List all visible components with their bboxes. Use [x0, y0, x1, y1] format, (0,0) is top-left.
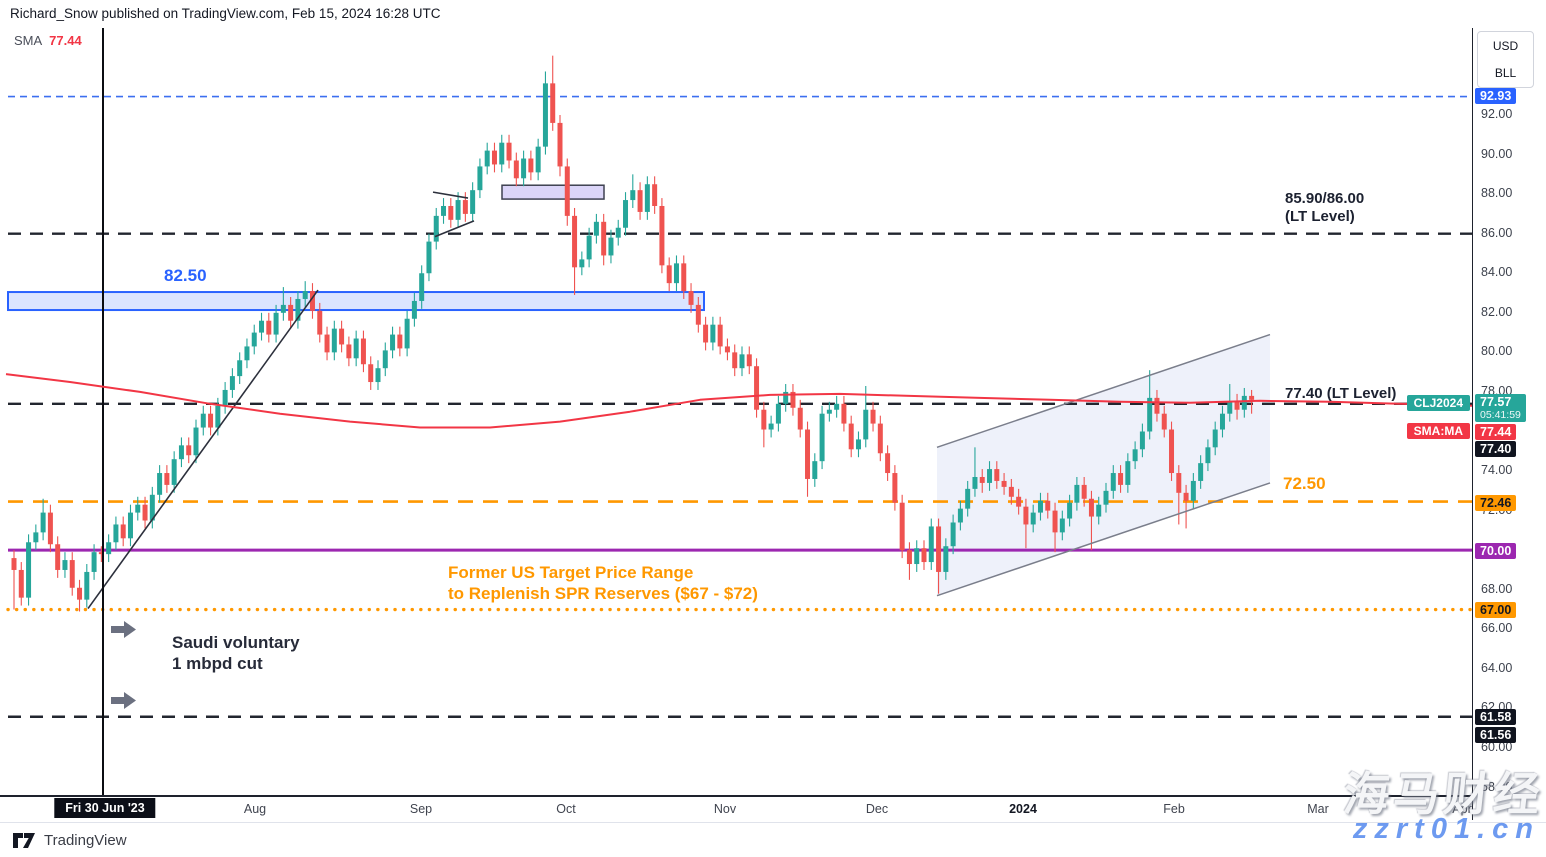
- price-axis: 92.00 90.00 88.00 86.00 84.00 82.00 80.00 78.00…: [1472, 28, 1546, 820]
- price-badge-72.46: 72.46: [1475, 494, 1517, 511]
- unit-selector: USD BLL: [1477, 31, 1534, 88]
- price-badge-61.58: 61.58: [1475, 708, 1517, 725]
- sma-legend: SMA 77.44: [14, 33, 82, 48]
- price-badge-92.93: 92.93: [1475, 87, 1517, 104]
- price-tick-68.00: 68.00: [1481, 581, 1513, 596]
- tradingview-brand-text: TradingView: [44, 832, 127, 849]
- time-label-fri-30-jun-23: Fri 30 Jun '23: [54, 798, 156, 818]
- price-tick-64.00: 64.00: [1481, 660, 1513, 675]
- sma-label: SMA: [14, 33, 43, 48]
- time-label-mar: Mar: [1307, 802, 1329, 816]
- series-badge-CLJ2024: CLJ2024: [1406, 395, 1470, 411]
- price-tick-80.00: 80.00: [1481, 344, 1513, 359]
- watermark-url: zzrt01.cn: [1352, 813, 1540, 845]
- ascending-channel-fill[interactable]: [937, 334, 1270, 596]
- price-tick-60.00: 60.00: [1481, 739, 1513, 754]
- channel-lower-line[interactable]: [936, 482, 1271, 597]
- trendlines: [87, 191, 1271, 610]
- series-badge-SMA:MA: SMA:MA: [1406, 423, 1470, 439]
- unit-bll-option[interactable]: BLL: [1494, 65, 1517, 80]
- time-label-sep: Sep: [409, 802, 433, 816]
- price-badge-77.40: 77.40: [1475, 440, 1517, 457]
- pennant-lower[interactable]: [434, 220, 475, 238]
- price-tick-82.00: 82.00: [1481, 304, 1513, 319]
- price-tick-58.00: 58.00: [1481, 779, 1513, 794]
- sma-value: 77.44: [49, 33, 82, 48]
- unit-currency-option[interactable]: USD: [1492, 38, 1519, 53]
- pennant-upper[interactable]: [432, 191, 469, 199]
- price-badge-70.00: 70.00: [1475, 542, 1517, 559]
- price-tick-86.00: 86.00: [1481, 225, 1513, 240]
- sma-line[interactable]: [5, 373, 1472, 429]
- price-chart: [5, 28, 1472, 795]
- footer-branding[interactable]: TradingView: [12, 831, 127, 850]
- channel-upper-line[interactable]: [936, 333, 1271, 449]
- price-tick-88.00: 88.00: [1481, 186, 1513, 201]
- price-tick-90.00: 90.00: [1481, 146, 1513, 161]
- price-tick-92.00: 92.00: [1481, 107, 1513, 121]
- zones: [7, 184, 1270, 596]
- pattern-box[interactable]: [501, 184, 605, 200]
- price-badge-77.44: 77.44: [1475, 423, 1517, 440]
- price-badge-77.57: 77.57 05:41:59: [1475, 394, 1526, 423]
- price-badge-67.00: 67.00: [1475, 601, 1517, 618]
- time-label-aug: Aug: [243, 802, 267, 816]
- july-uptrend-line[interactable]: [87, 289, 319, 610]
- time-label-feb: Feb: [1163, 802, 1185, 816]
- time-label-2024: 2024: [1009, 802, 1037, 816]
- time-label-oct: Oct: [556, 802, 576, 816]
- price-tick-84.00: 84.00: [1481, 265, 1513, 280]
- price-tick-66.00: 66.00: [1481, 621, 1513, 636]
- price-tick-74.00: 74.00: [1481, 463, 1513, 478]
- supply-zone-82.50[interactable]: [7, 291, 705, 312]
- tradingview-logo-icon: [13, 833, 35, 848]
- publication-header: Richard_Snow published on TradingView.co…: [10, 6, 441, 21]
- time-axis: Fri 30 Jun '23 Aug Sep Oct Nov Dec 2024 Feb Mar A…: [0, 795, 1546, 823]
- time-label-nov: Nov: [713, 802, 737, 816]
- time-label-dec: Dec: [865, 802, 889, 816]
- candlestick-series: [11, 55, 1255, 612]
- price-badge-61.56: 61.56: [1475, 726, 1517, 743]
- time-label-apr: Apr: [1452, 802, 1472, 816]
